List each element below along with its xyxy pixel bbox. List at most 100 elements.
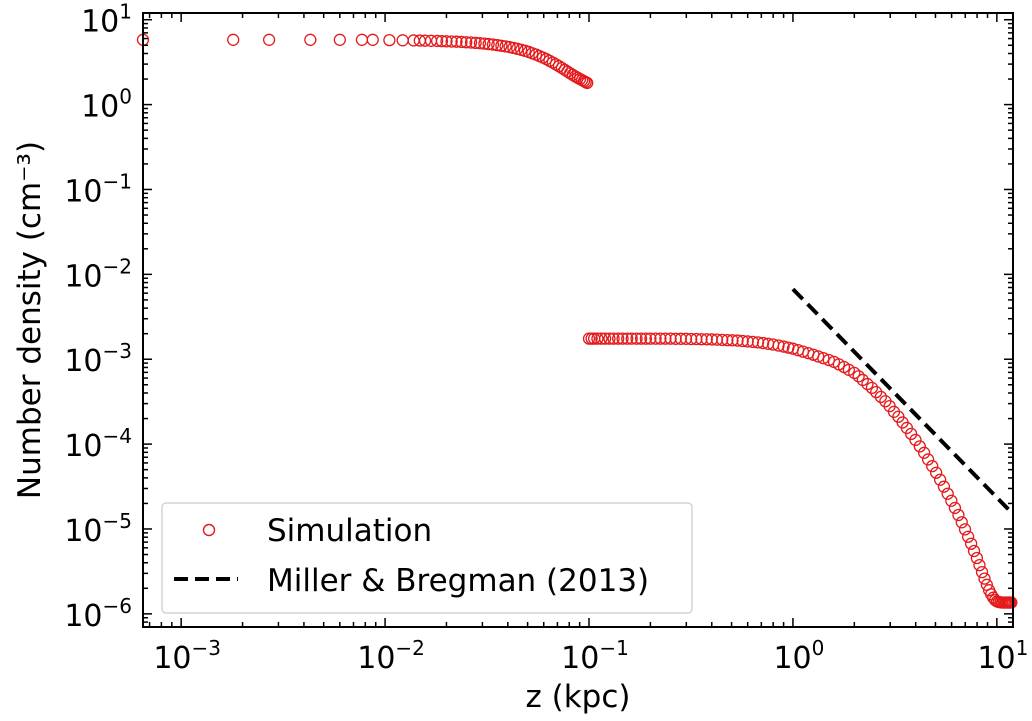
legend-label-miller-bregman: Miller & Bregman (2013) [267, 563, 649, 599]
simulation-point [445, 35, 458, 48]
simulation-point [455, 35, 468, 49]
y-tick-label: 10−1 [64, 169, 132, 209]
x-tick-label: 10−3 [153, 636, 221, 676]
simulation-point [482, 37, 495, 51]
simulation-point [721, 333, 734, 347]
simulation-point [909, 433, 922, 447]
simulation-point [973, 558, 986, 572]
simulation-point [664, 332, 677, 345]
simulation-point [603, 332, 616, 345]
simulation-point [967, 544, 981, 558]
simulation-point [1005, 596, 1018, 609]
simulation-point [848, 366, 861, 380]
simulation-point [905, 427, 918, 441]
simulation-point [700, 333, 713, 346]
simulation-point [440, 35, 453, 48]
simulation-point [469, 36, 482, 49]
x-axis-label: z (kpc) [526, 679, 631, 715]
legend-label-simulation: Simulation [267, 513, 432, 549]
simulation-point [772, 339, 785, 352]
simulation-point [418, 34, 432, 47]
simulation-point [870, 385, 883, 399]
y-tick-label: 10−3 [64, 339, 132, 379]
simulation-point [961, 530, 975, 543]
simulation-point [491, 38, 504, 52]
legend-marker-simulation [202, 523, 216, 537]
simulation-point [486, 38, 500, 51]
simulation-point [945, 494, 958, 507]
simulation-point [978, 572, 991, 585]
simulation-point [654, 332, 667, 345]
simulation-point [549, 58, 563, 71]
simulation-point [958, 523, 972, 536]
simulation-point [874, 390, 888, 404]
simulation-point [930, 466, 943, 479]
simulation-point [695, 333, 708, 346]
simulation-point [970, 551, 984, 565]
simulation-point [933, 473, 947, 486]
y-tick-label: 100 [81, 85, 132, 125]
simulation-point [777, 340, 790, 353]
simulation-point [861, 377, 874, 391]
simulation-point [822, 353, 835, 367]
simulation-point [716, 333, 729, 347]
simulation-point [227, 33, 240, 46]
simulation-point [756, 336, 770, 350]
simulation-point [333, 33, 346, 46]
simulation-point [304, 33, 317, 46]
simulation-point [546, 56, 559, 69]
simulation-point [852, 370, 865, 383]
simulation-point [499, 40, 512, 53]
simulation-point [581, 76, 594, 90]
miller-bregman-line-group [791, 287, 1015, 516]
simulation-point [478, 37, 491, 50]
simulation-point [726, 334, 739, 347]
simulation-point [383, 33, 396, 47]
simulation-point [865, 381, 879, 395]
simulation-point [595, 332, 608, 345]
simulation-point [464, 36, 478, 49]
simulation-point [964, 537, 978, 550]
simulation-point [435, 34, 449, 48]
legend-box [161, 502, 693, 614]
simulation-point [630, 332, 643, 345]
axis-tick-labels: 10−3 10−2 10−1 100 101 101 100 10−1 10−2 10−3 10−4… [64, 0, 1028, 676]
simulation-point [921, 453, 935, 466]
x-tick-label: 10−2 [357, 636, 425, 676]
simulation-point [599, 332, 612, 345]
simulation-point [679, 332, 693, 345]
simulation-point [612, 332, 625, 345]
miller-bregman-line [791, 287, 1015, 516]
simulation-point [975, 566, 989, 579]
simulation-point [460, 36, 473, 49]
y-tick-label: 10−4 [64, 424, 132, 464]
simulation-point [625, 332, 638, 345]
simulation-point [430, 34, 444, 48]
simulation-markers [136, 33, 1018, 609]
simulation-point [649, 332, 662, 345]
x-tick-label: 100 [773, 636, 824, 676]
simulation-point [495, 39, 508, 52]
y-axis-label: Number density (cm⁻³) [12, 141, 48, 499]
simulation-point [659, 332, 672, 345]
simulation-point [262, 33, 276, 46]
simulation-point [937, 480, 951, 493]
simulation-point [817, 351, 830, 365]
simulation-point [644, 332, 657, 345]
simulation-point [736, 334, 749, 348]
plot-frame [142, 12, 1014, 628]
simulation-point [366, 33, 379, 46]
x-tick-label: 10−1 [561, 636, 629, 676]
simulation-point [917, 446, 931, 459]
simulation-point [639, 332, 652, 345]
simulation-point [926, 459, 939, 473]
simulation-point [952, 508, 965, 522]
simulation-point [941, 487, 954, 500]
y-tick-label: 10−6 [64, 594, 132, 634]
y-tick-label: 101 [81, 0, 132, 40]
simulation-point [913, 440, 926, 453]
simulation-point [731, 334, 744, 347]
simulation-point [616, 332, 629, 345]
simulation-point [955, 516, 968, 529]
simulation-point [450, 35, 463, 48]
